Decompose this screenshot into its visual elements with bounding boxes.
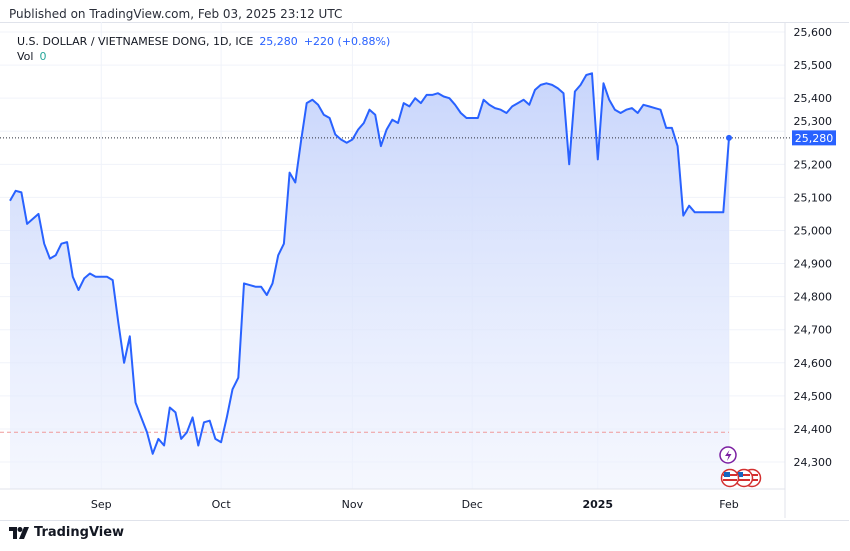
x-tick-label: Feb <box>719 498 738 511</box>
tradingview-logo-icon <box>9 526 29 539</box>
x-tick-label: Oct <box>212 498 232 511</box>
legend-change: +220 (+0.88%) <box>303 35 391 48</box>
x-tick-label: Nov <box>342 498 364 511</box>
last-price-dot <box>726 134 732 141</box>
y-tick-label: 25,300 <box>794 115 833 128</box>
y-tick-label: 24,800 <box>794 291 833 304</box>
us-flag-icon[interactable] <box>720 468 740 488</box>
legend-volume-row: Vol 0 <box>17 49 390 64</box>
symbol-title[interactable]: U.S. DOLLAR / VIETNAMESE DONG, 1D, ICE <box>17 35 254 48</box>
price-line <box>9 72 730 455</box>
y-tick-label: 25,400 <box>794 92 833 105</box>
y-tick-label: 25,200 <box>794 158 833 171</box>
y-tick-label: 24,900 <box>794 258 833 271</box>
y-tick-label: 25,100 <box>794 191 833 204</box>
volume-value: 0 <box>39 50 47 63</box>
legend-price: 25,280 <box>259 35 298 48</box>
last-price-badge-text: 25,280 <box>795 132 834 145</box>
x-tick-label: Sep <box>91 498 112 511</box>
price-area-fill <box>10 73 729 490</box>
tradingview-brand: TradingView <box>34 525 125 540</box>
legend-symbol-row: U.S. DOLLAR / VIETNAMESE DONG, 1D, ICE 25… <box>17 34 390 49</box>
y-tick-label: 24,400 <box>794 423 833 436</box>
y-tick-label: 24,600 <box>794 357 833 370</box>
y-tick-label: 24,500 <box>794 390 833 403</box>
chart-frame <box>0 22 849 521</box>
y-tick-label: 24,700 <box>794 324 833 337</box>
y-tick-label: 25,000 <box>794 224 833 237</box>
price-axis[interactable]: 24,300 24,400 24,500 24,600 24,700 24,800 24,9… <box>794 26 833 469</box>
x-tick-label: Dec <box>462 498 483 511</box>
price-badge: 25,280 <box>792 130 836 146</box>
y-tick-label: 25,500 <box>794 59 833 72</box>
x-tick-label: 2025 <box>582 498 613 511</box>
tradingview-footer[interactable]: TradingView <box>9 525 124 540</box>
y-tick-label: 24,300 <box>794 456 833 469</box>
last-price-badge <box>792 130 836 146</box>
time-axis[interactable]: Sep Oct Nov Dec 2025 Feb <box>91 498 739 511</box>
lightning-icon[interactable] <box>719 446 737 464</box>
event-icons[interactable] <box>719 446 762 488</box>
y-tick-label: 25,600 <box>794 26 833 39</box>
volume-label[interactable]: Vol <box>17 50 34 63</box>
published-caption: Published on TradingView.com, Feb 03, 20… <box>9 7 343 21</box>
chart-legend: U.S. DOLLAR / VIETNAMESE DONG, 1D, ICE 25… <box>17 34 390 64</box>
